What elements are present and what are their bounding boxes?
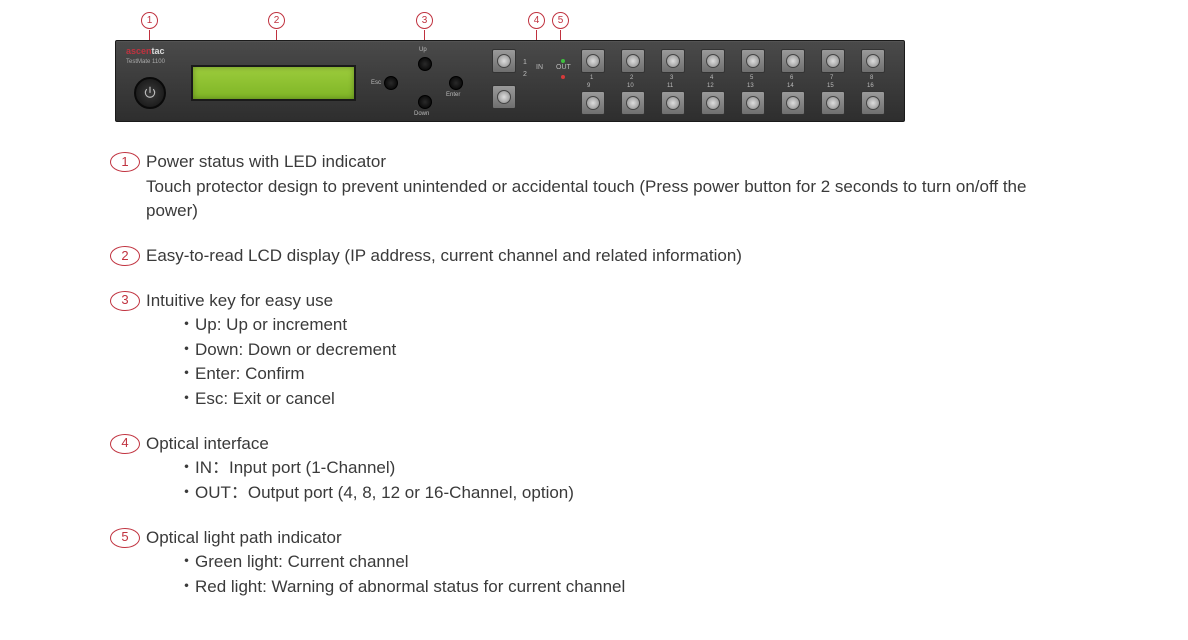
port-label-2: 2 — [630, 75, 633, 81]
legend-line: Optical interface — [146, 432, 1070, 457]
up-label: Up — [419, 47, 427, 53]
legend-subline: Up: Up or increment — [146, 313, 1070, 338]
device-panel: ascentac TestMate 1100 Up Down Enter Esc… — [115, 40, 905, 122]
out-port-7[interactable] — [821, 49, 845, 73]
out-port-10[interactable] — [621, 91, 645, 115]
out-port-12[interactable] — [701, 91, 725, 115]
legend-subline: Red light: Warning of abnormal status fo… — [146, 575, 1070, 600]
brand-part1: ascen — [126, 46, 152, 56]
brand-label: ascentac TestMate 1100 — [126, 47, 165, 66]
port-label-7: 7 — [830, 75, 833, 81]
legend-subline: Esc: Exit or cancel — [146, 387, 1070, 412]
out-port-3[interactable] — [661, 49, 685, 73]
legend-item-4: 4Optical interfaceIN：Input port (1-Chann… — [110, 432, 1070, 506]
out-port-11[interactable] — [661, 91, 685, 115]
port-label-9: 9 — [587, 83, 590, 89]
ports-area: 12345678910111213141516 — [491, 47, 896, 115]
callout-4: 4 — [528, 12, 545, 29]
legend: 1Power status with LED indicatorTouch pr… — [110, 150, 1070, 620]
port-label-13: 13 — [747, 83, 754, 89]
callout-2: 2 — [268, 12, 285, 29]
power-icon — [143, 86, 157, 100]
esc-label: Esc — [371, 80, 381, 86]
out-port-16[interactable] — [861, 91, 885, 115]
out-port-1[interactable] — [581, 49, 605, 73]
brand-model: TestMate 1100 — [126, 59, 165, 65]
legend-item-2: 2 Easy-to-read LCD display (IP address, c… — [110, 244, 1070, 269]
brand-part2: tac — [152, 46, 165, 56]
port-label-4: 4 — [710, 75, 713, 81]
legend-item-1: 1Power status with LED indicatorTouch pr… — [110, 150, 1070, 224]
legend-num-3: 3 — [110, 291, 140, 311]
callout-3: 3 — [416, 12, 433, 29]
port-label-3: 3 — [670, 75, 673, 81]
legend-num-4: 4 — [110, 434, 140, 454]
callout-1: 1 — [141, 12, 158, 29]
down-label: Down — [414, 111, 429, 117]
down-button[interactable] — [418, 95, 432, 109]
legend-line: Optical light path indicator — [146, 526, 1070, 551]
out-port-6[interactable] — [781, 49, 805, 73]
enter-label: Enter — [446, 92, 460, 98]
legend-subline: Enter: Confirm — [146, 362, 1070, 387]
port-label-12: 12 — [707, 83, 714, 89]
port-label-8: 8 — [870, 75, 873, 81]
up-button[interactable] — [418, 57, 432, 71]
out-port-13[interactable] — [741, 91, 765, 115]
out-port-8[interactable] — [861, 49, 885, 73]
out-port-4[interactable] — [701, 49, 725, 73]
port-label-10: 10 — [627, 83, 634, 89]
legend-item-5: 5Optical light path indicatorGreen light… — [110, 526, 1070, 600]
legend-num-5: 5 — [110, 528, 140, 548]
port-label-11: 11 — [667, 83, 673, 89]
port-label-16: 16 — [867, 83, 874, 89]
lcd-display — [191, 65, 356, 101]
out-port-14[interactable] — [781, 91, 805, 115]
legend-body-1: Power status with LED indicatorTouch pro… — [140, 150, 1070, 224]
out-port-2[interactable] — [621, 49, 645, 73]
legend-line: Touch protector design to prevent uninte… — [146, 175, 1070, 224]
callout-5: 5 — [552, 12, 569, 29]
legend-num-2: 2 — [110, 246, 140, 266]
esc-button[interactable] — [384, 76, 398, 90]
power-button[interactable] — [134, 77, 166, 109]
legend-body-3: Intuitive key for easy useUp: Up or incr… — [140, 289, 1070, 412]
port-label-5: 5 — [750, 75, 753, 81]
port-label-14: 14 — [787, 83, 794, 89]
out-port-9[interactable] — [581, 91, 605, 115]
legend-subline: IN：Input port (1-Channel) — [146, 456, 1070, 481]
legend-line: Power status with LED indicator — [146, 150, 1070, 175]
legend-subline: Green light: Current channel — [146, 550, 1070, 575]
legend-body-5: Optical light path indicatorGreen light:… — [140, 526, 1070, 600]
port-label-1: 1 — [590, 75, 593, 81]
out-port-15[interactable] — [821, 91, 845, 115]
enter-button[interactable] — [449, 76, 463, 90]
port-label-6: 6 — [790, 75, 793, 81]
legend-subline: OUT：Output port (4, 8, 12 or 16-Channel,… — [146, 481, 1070, 506]
out-port-5[interactable] — [741, 49, 765, 73]
port-label-15: 15 — [827, 83, 834, 89]
legend-item-3: 3Intuitive key for easy useUp: Up or inc… — [110, 289, 1070, 412]
legend-num-1: 1 — [110, 152, 140, 172]
legend-body-4: Optical interfaceIN：Input port (1-Channe… — [140, 432, 1070, 506]
legend-subline: Down: Down or decrement — [146, 338, 1070, 363]
legend-line: Intuitive key for easy use — [146, 289, 1070, 314]
legend-line: Easy-to-read LCD display (IP address, cu… — [146, 244, 1070, 269]
legend-body-2: Easy-to-read LCD display (IP address, cu… — [140, 244, 1070, 269]
